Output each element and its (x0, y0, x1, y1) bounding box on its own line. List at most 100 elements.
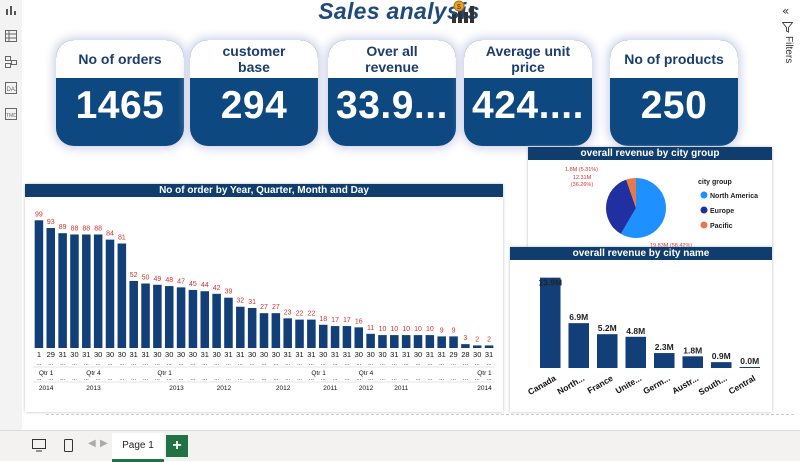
order-bar (70, 234, 79, 348)
next-page-icon[interactable]: ▶ (100, 438, 108, 449)
table-view-icon[interactable] (4, 30, 18, 44)
kpi-card-unit-price[interactable]: Average unit price 424.... (464, 40, 592, 146)
desktop-layout-icon[interactable] (32, 439, 46, 452)
day-tick-label: 30 (319, 350, 327, 359)
tmdl-view-icon[interactable]: TMDL (4, 108, 20, 122)
order-data-label: 48 (165, 277, 173, 284)
order-bar (425, 335, 435, 348)
quarter-placeholder-label: ... (297, 376, 302, 382)
order-bar (437, 336, 446, 348)
legend-item-label: Pacific (710, 223, 733, 230)
city-bar (596, 334, 618, 368)
order-bar (117, 243, 127, 348)
city-tick-label: France (586, 373, 615, 396)
year-tick-label: 2014 (39, 385, 54, 392)
order-bar (449, 336, 458, 348)
kpi-card-products[interactable]: No of products 250 (610, 40, 738, 146)
year-tick-label: 2013 (169, 385, 184, 392)
order-data-label: 27 (260, 304, 268, 311)
quarter-placeholder-label: ... (368, 376, 373, 382)
city-revenue-chart: 13.9M Canada 6.9M North... 5.2M France 4.8M Uni… (526, 277, 761, 397)
city-group-pie-visual[interactable]: overall revenue by city group 1.8M (5.31… (528, 147, 772, 249)
city-tick-label: Austr... (670, 373, 700, 396)
model-view-icon[interactable] (4, 56, 18, 70)
quarter-placeholder-label: ... (36, 376, 41, 382)
dax-query-icon[interactable]: DAX (4, 82, 19, 96)
quarter-placeholder-label: ... (226, 376, 231, 382)
day-tick-label: 29 (47, 350, 55, 359)
order-bar (484, 345, 494, 348)
quarter-tick-label: Qtr 4 (359, 370, 374, 377)
order-data-label: 93 (47, 219, 55, 226)
tab-page-1[interactable]: Page 1 (112, 433, 164, 462)
day-tick-label: 31 (201, 350, 209, 359)
month-tick-label: ... (451, 361, 456, 367)
day-tick-label: 31 (295, 350, 303, 359)
order-data-label: 45 (189, 281, 197, 288)
order-data-label: 27 (272, 304, 280, 311)
filters-label[interactable]: Filters (783, 36, 794, 64)
city-revenue-visual[interactable]: overall revenue by city name 13.9M Canada… (510, 247, 772, 412)
month-tick-label: ... (131, 361, 136, 367)
order-data-label: 2 (475, 336, 479, 343)
pie-data-label: (36.26%) (571, 182, 593, 188)
kpi-card-customers[interactable]: customer base 294 (190, 40, 318, 146)
city-data-label: 2.3M (655, 342, 674, 352)
day-tick-label: 31 (426, 350, 434, 359)
quarter-placeholder-label: ... (344, 376, 349, 382)
month-tick-label: ... (356, 361, 361, 367)
month-tick-label: ... (48, 361, 53, 367)
day-tick-label: 31 (485, 350, 493, 359)
month-tick-label: ... (143, 361, 148, 367)
month-tick-label: ... (297, 361, 302, 367)
pie-slice (620, 178, 666, 238)
quarter-placeholder-label: ... (155, 376, 160, 382)
legend-title: city group (698, 179, 732, 186)
kpi-value: 294 (220, 84, 288, 127)
quarter-placeholder-label: ... (427, 376, 432, 382)
quarter-placeholder-label: ... (463, 376, 468, 382)
order-data-label: 10 (414, 326, 422, 333)
pie-slice (626, 178, 636, 208)
city-tick-label: Canada (526, 373, 558, 397)
kpi-card-revenue[interactable]: Over all revenue 33.9... (328, 40, 456, 146)
quarter-placeholder-label: ... (60, 376, 65, 382)
order-bar (164, 286, 174, 348)
quarter-placeholder-label: ... (487, 376, 492, 382)
month-tick-label: ... (344, 361, 349, 367)
double-chevron-left-icon[interactable]: « (782, 4, 790, 18)
filters-pane[interactable]: « Filters (775, 0, 800, 430)
day-tick-label: 30 (355, 350, 363, 359)
month-tick-label: ... (285, 361, 290, 367)
day-tick-label: 31 (390, 350, 398, 359)
quarter-placeholder-label: ... (214, 376, 219, 382)
city-bar (653, 353, 675, 368)
month-tick-label: ... (439, 361, 444, 367)
quarter-placeholder-label: ... (119, 376, 124, 382)
city-tick-label: Central (727, 373, 757, 396)
quarter-placeholder-label: ... (190, 376, 195, 382)
month-tick-label: ... (72, 361, 77, 367)
quarter-placeholder-label: ... (356, 376, 361, 382)
order-data-label: 10 (402, 326, 410, 333)
funnel-icon (781, 20, 794, 38)
day-tick-label: 28 (461, 350, 469, 359)
mobile-layout-icon[interactable] (64, 439, 76, 452)
orders-chart-visual[interactable]: No of order by Year, Quarter, Month and … (25, 184, 503, 412)
add-page-button[interactable]: + (166, 435, 188, 457)
order-data-label: 3 (463, 335, 467, 342)
day-tick-label: 30 (473, 350, 481, 359)
order-bar (176, 287, 186, 348)
kpi-value: 1465 (75, 84, 165, 127)
report-view-icon[interactable] (4, 4, 18, 18)
city-bar (682, 356, 704, 368)
month-tick-label: ... (309, 361, 314, 367)
day-tick-label: 31 (438, 350, 446, 359)
city-tick-label: South... (697, 373, 729, 397)
kpi-card-orders[interactable]: No of orders 1465 (56, 40, 184, 146)
prev-page-icon[interactable]: ◀ (88, 438, 96, 449)
order-bar (283, 318, 292, 348)
day-tick-label: 30 (272, 350, 280, 359)
order-bar (58, 233, 67, 348)
order-data-label: 31 (248, 299, 256, 306)
